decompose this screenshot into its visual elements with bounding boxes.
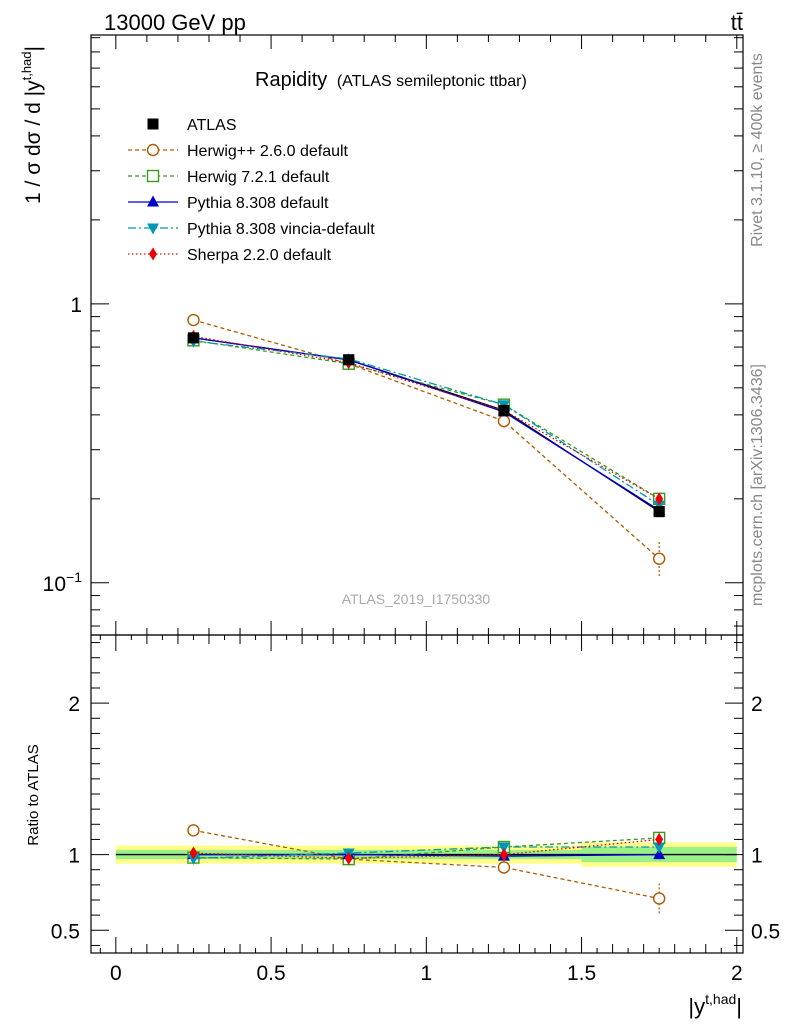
ratio-point xyxy=(497,842,510,854)
legend-marker xyxy=(146,169,160,183)
legend-label: Herwig++ 2.6.0 default xyxy=(187,143,349,160)
header-process-label: tt̄ xyxy=(731,10,743,35)
main-y-axis-label-end: | xyxy=(22,46,45,51)
main-line-atlas xyxy=(193,337,660,513)
ratio-point xyxy=(189,846,198,860)
legend-marker xyxy=(147,118,159,130)
main-y-tick-label-base: 1 xyxy=(70,294,82,317)
legend-item-atlas: ATLAS xyxy=(147,117,237,134)
legend-label: Pythia 8.308 default xyxy=(187,195,329,212)
legend-item-herwig-7-2-1-default: Herwig 7.2.1 default xyxy=(128,169,330,186)
legend-marker xyxy=(146,143,160,157)
main-series-herwig-7-2-1-default xyxy=(187,334,666,506)
ratio-series-sherpa-2-2-0-default xyxy=(189,832,664,865)
main-series-atlas-top xyxy=(187,332,665,518)
main-series-pythia-8-308-default xyxy=(187,331,666,515)
x-tick-label: 1.5 xyxy=(567,962,596,985)
ratio-point xyxy=(499,848,508,862)
main-y-tick-label-exponent: −1 xyxy=(66,569,82,585)
main-line-pythia-8-308-default xyxy=(193,337,660,511)
x-tick-label: 0 xyxy=(110,962,122,985)
main-line-pythia-8-308-vincia-default xyxy=(193,340,660,506)
ratio-point xyxy=(652,892,666,905)
analysis-watermark: ATLAS_2019_I1750330 xyxy=(342,591,491,607)
ratio-point xyxy=(344,851,353,865)
ratio-series-herwig-2-6-0-default xyxy=(187,824,666,914)
x-tick-label: 0.5 xyxy=(256,962,285,985)
ratio-y-tick-label: 1 xyxy=(68,845,80,868)
legend-marker xyxy=(147,223,159,235)
legend: ATLAS Herwig++ 2.6.0 default Herwig 7.2.1 … xyxy=(128,117,375,264)
main-series-herwig-2-6-0-default xyxy=(187,313,666,579)
main-line-herwig-2-6-0-default xyxy=(193,319,660,560)
main-y-tick-label: 1 xyxy=(70,294,82,317)
ratio-point xyxy=(497,861,511,874)
main-y-axis-label: 1 / σ dσ / d |yt,had| xyxy=(19,46,45,204)
legend-label: Sherpa 2.2.0 default xyxy=(187,247,332,264)
mcplots-reference-label: mcplots.cern.ch [arXiv:1306.3436] xyxy=(749,364,766,606)
main-y-axis-label-text: 1 / σ dσ / d |y xyxy=(22,80,45,204)
ratio-y-tick-label-right: 2 xyxy=(751,693,763,716)
ratio-y-axis-label: Ratio to ATLAS xyxy=(25,744,42,845)
x-tick-label: 2 xyxy=(731,962,743,985)
legend-item-pythia-8-308-default: Pythia 8.308 default xyxy=(128,195,329,212)
ratio-line-pythia-8-308-default xyxy=(193,853,660,857)
plot-title-sub: (ATLAS semileptonic ttbar) xyxy=(337,73,527,90)
main-y-axis-label-superscript: t,had xyxy=(19,51,34,80)
main-point xyxy=(655,492,664,506)
main-line-herwig-7-2-1-default xyxy=(193,339,660,500)
legend-marker xyxy=(147,195,159,207)
main-y-tick-label: 10−1 xyxy=(43,569,83,596)
ratio-line-herwig-2-6-0-default xyxy=(193,829,660,900)
ratio-y-tick-label-right: 1 xyxy=(751,845,763,868)
x-axis-label-end: | xyxy=(736,994,742,1019)
ratio-y-tick-label: 0.5 xyxy=(51,920,80,943)
main-series-atlas xyxy=(187,332,665,518)
x-tick-label: 1 xyxy=(420,962,432,985)
x-axis-label-superscript: t,had xyxy=(705,991,736,1007)
main-series-pythia-8-308-vincia-default xyxy=(187,336,666,512)
atlas-data-point xyxy=(653,506,665,518)
legend-marker xyxy=(149,247,157,261)
main-series-sherpa-2-2-0-default xyxy=(189,329,664,506)
legend-label: Herwig 7.2.1 default xyxy=(187,169,330,186)
plot-title: Rapidity (ATLAS semileptonic ttbar) xyxy=(255,69,527,91)
x-axis-label-text: |y xyxy=(688,994,705,1019)
legend-item-pythia-8-308-vincia-default: Pythia 8.308 vincia-default xyxy=(128,221,375,238)
main-point xyxy=(187,313,200,327)
ratio-y-tick-label: 2 xyxy=(68,693,80,716)
ratio-point xyxy=(187,824,200,837)
main-point xyxy=(497,414,511,428)
legend-item-herwig-2-6-0-default: Herwig++ 2.6.0 default xyxy=(128,143,349,160)
legend-item-sherpa-2-2-0-default: Sherpa 2.2.0 default xyxy=(128,247,332,264)
ratio-plot-frame xyxy=(90,634,744,954)
atlas-data-point xyxy=(187,332,199,344)
legend-label: Pythia 8.308 vincia-default xyxy=(187,221,375,238)
ratio-plot-panel: 0.5 0.5 1 1 2 2 0 0.5 1 1.5 2 Ratio to ATLAS |yt,h… xyxy=(25,634,780,1019)
rivet-version-label: Rivet 3.1.10, ≥ 400k events xyxy=(749,53,766,247)
ratio-line-sherpa-2-2-0-default xyxy=(193,838,660,860)
plot-title-main: Rapidity xyxy=(255,69,327,91)
main-y-tick-label-base: 10 xyxy=(43,573,66,596)
main-plot-panel: 10−1 1 Rapidity (ATLAS semileptonic ttbar… xyxy=(19,34,744,636)
atlas-data-point xyxy=(498,404,510,416)
ratio-y-tick-label-right: 0.5 xyxy=(751,920,780,943)
ratio-point xyxy=(653,848,666,860)
x-axis-label: |yt,had| xyxy=(688,991,742,1019)
atlas-data-point xyxy=(343,354,355,366)
ratio-line-herwig-7-2-1-default xyxy=(193,837,660,860)
legend-label: ATLAS xyxy=(187,117,237,134)
main-point xyxy=(652,552,666,565)
main-point xyxy=(653,500,666,512)
main-line-sherpa-2-2-0-default xyxy=(193,335,660,500)
header-collision-label: 13000 GeV pp xyxy=(104,10,246,35)
ratio-point xyxy=(653,842,666,854)
ratio-point xyxy=(655,832,664,846)
